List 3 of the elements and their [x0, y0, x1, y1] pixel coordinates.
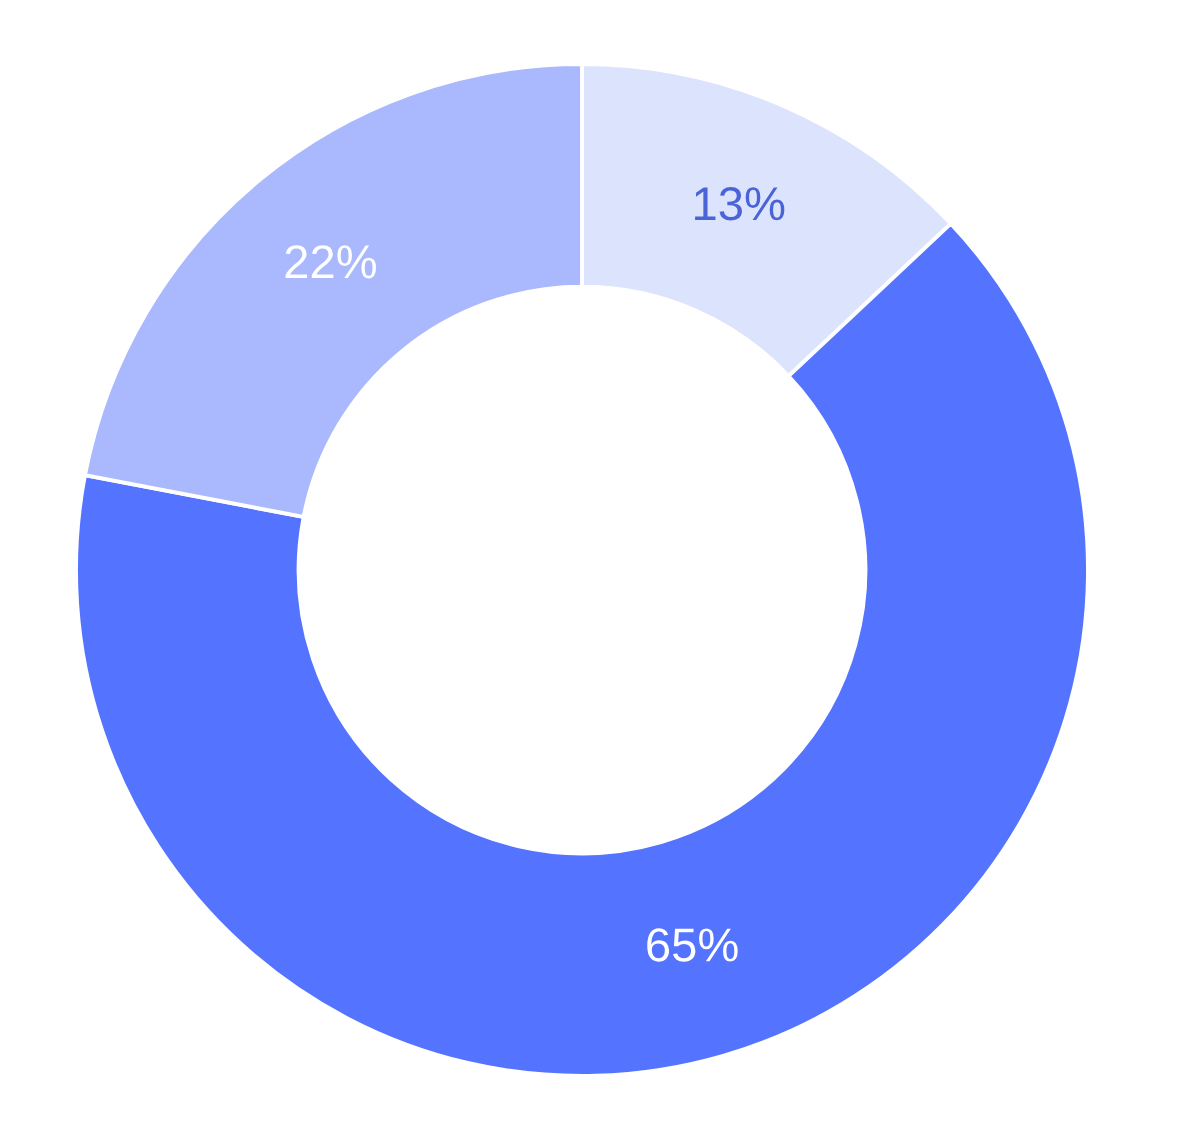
data-label: 65% — [647, 928, 738, 962]
data-label: 22% — [285, 245, 376, 279]
data-label: 13% — [695, 187, 785, 221]
